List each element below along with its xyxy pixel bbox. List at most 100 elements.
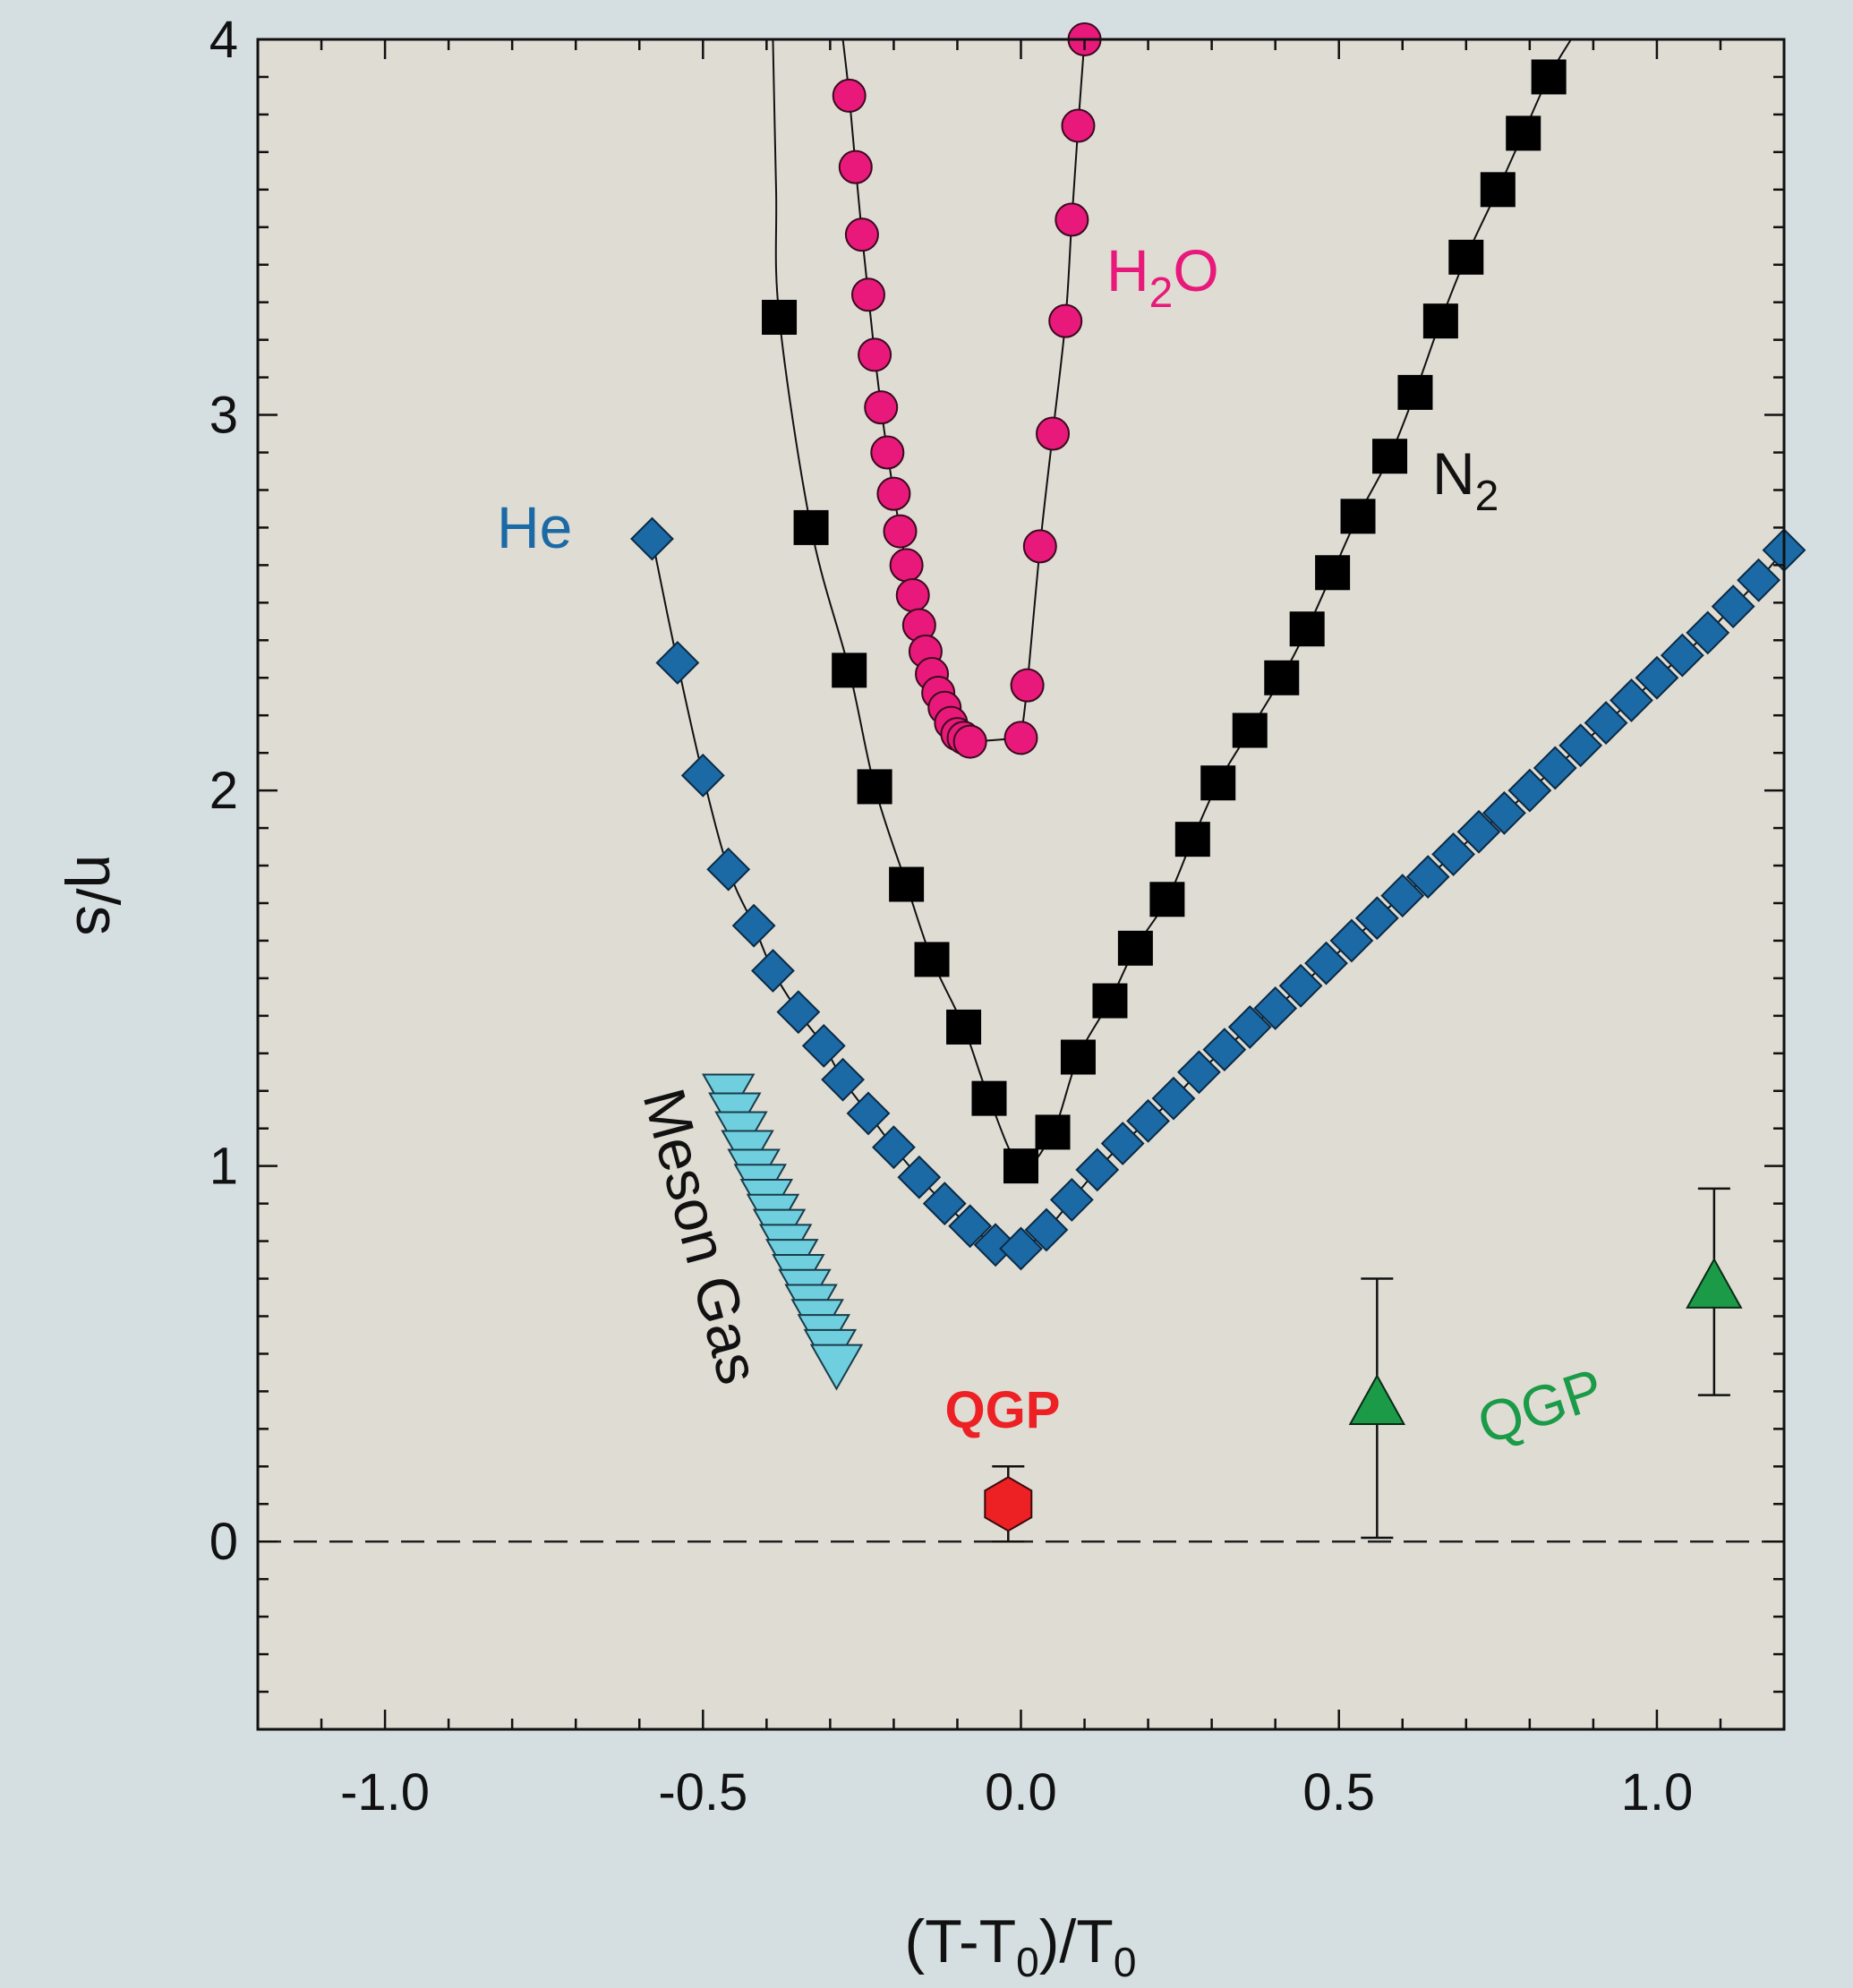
- n2-point: [1035, 1114, 1071, 1150]
- he-point: [1202, 1028, 1247, 1072]
- n2-point: [857, 769, 892, 805]
- h2o-point: [876, 476, 911, 511]
- label-h2o-sub: 2: [1149, 269, 1174, 317]
- he-point: [1380, 874, 1425, 918]
- h2o-point: [844, 218, 879, 252]
- h2o-point: [851, 277, 885, 312]
- n2-point: [1264, 660, 1300, 695]
- he-point: [1278, 963, 1323, 1008]
- he-point: [1151, 1076, 1196, 1121]
- n2-point: [1149, 882, 1185, 917]
- axis-tick-labels: -1.0 -0.5 0.0 0.5 1.0 0 1 2 3 4: [209, 11, 1694, 1822]
- n2-point: [1200, 765, 1236, 801]
- qgp-point-hexagon: [984, 1476, 1033, 1532]
- n2-point: [1372, 439, 1408, 474]
- he-point: [821, 1057, 865, 1102]
- h2o-point: [1010, 668, 1045, 703]
- y-tick-label: 2: [209, 762, 238, 820]
- he-point: [999, 1226, 1043, 1271]
- label-h2o-main: H: [1106, 237, 1149, 303]
- h2o-point: [1022, 529, 1057, 564]
- y-tick-label: 4: [209, 11, 238, 69]
- n2-point: [971, 1080, 1007, 1116]
- he-point: [1024, 1207, 1069, 1252]
- he-point: [1507, 768, 1552, 813]
- label-n2-main: N: [1432, 440, 1475, 507]
- he-point: [1126, 1098, 1170, 1143]
- h2o-point: [838, 149, 873, 184]
- label-h2o: H2O: [1106, 237, 1219, 317]
- h2o-point: [883, 514, 918, 549]
- n2-point: [832, 653, 867, 688]
- n2-point: [1315, 555, 1351, 591]
- x-tick-label: -1.0: [340, 1763, 430, 1822]
- x-axis-title-sub2: 0: [1114, 1939, 1137, 1984]
- n2-point: [793, 509, 829, 545]
- he-point: [1711, 584, 1755, 628]
- x-tick-label: -0.5: [658, 1763, 747, 1822]
- he-point: [1329, 918, 1374, 963]
- n2-point: [1117, 930, 1153, 966]
- he-point: [801, 1023, 846, 1068]
- y-axis-title: η/s: [64, 855, 132, 936]
- he-point: [1737, 558, 1780, 602]
- h2o-point: [858, 337, 892, 372]
- x-axis-title-main: (T-T: [905, 1907, 1017, 1975]
- he-point: [706, 847, 751, 892]
- x-axis-title-mid: )/T: [1039, 1907, 1114, 1975]
- he-point: [1482, 790, 1526, 835]
- n2-point: [1531, 59, 1567, 95]
- n2-point: [762, 299, 798, 335]
- h2o-point: [895, 577, 930, 612]
- qgp-point-triangle: [1348, 1373, 1406, 1425]
- n2-point: [1422, 303, 1458, 339]
- h2o-line-right: [1020, 38, 1086, 738]
- h2o-point: [870, 435, 905, 470]
- h2o-point: [1003, 721, 1038, 755]
- plot-area: [258, 39, 1784, 1729]
- h2o-point: [864, 390, 899, 425]
- n2-point: [1340, 499, 1376, 534]
- n2-point: [1448, 239, 1484, 275]
- he-point: [897, 1155, 942, 1199]
- he-point: [948, 1204, 993, 1249]
- n2-point: [1174, 822, 1210, 857]
- x-axis-title: (T-T0)/T0: [905, 1907, 1137, 1984]
- h2o-point: [832, 78, 867, 113]
- y-tick-label: 3: [209, 387, 238, 445]
- he-point: [1354, 896, 1399, 941]
- n2-point: [1232, 712, 1268, 748]
- x-tick-label: 1.0: [1621, 1763, 1694, 1822]
- n2-point: [914, 942, 950, 977]
- series-markers: [630, 22, 1806, 1543]
- he-point: [1304, 941, 1348, 985]
- he-point: [1610, 678, 1653, 722]
- meson-gas-point: [809, 1344, 864, 1391]
- he-point: [1431, 832, 1475, 876]
- x-tick-label: 0.5: [1302, 1763, 1375, 1822]
- h2o-point: [1055, 202, 1089, 237]
- n2-point: [1480, 172, 1516, 208]
- h2o-point: [1048, 303, 1083, 338]
- he-point: [1456, 809, 1501, 854]
- label-h2o-tail: O: [1173, 237, 1218, 303]
- he-point: [751, 949, 795, 993]
- he-point: [1177, 1050, 1221, 1095]
- he-point: [1049, 1178, 1094, 1222]
- label-n2: N2: [1432, 440, 1499, 520]
- he-point: [655, 641, 700, 685]
- n2-point: [1397, 374, 1433, 410]
- n2-point: [1060, 1039, 1096, 1075]
- he-point: [776, 990, 821, 1035]
- he-point: [1558, 723, 1603, 768]
- n2-point: [946, 1009, 982, 1045]
- n2-point: [889, 866, 925, 902]
- n2-point: [1289, 611, 1325, 647]
- h2o-point: [1061, 108, 1096, 143]
- he-point: [1227, 1005, 1272, 1049]
- he-point: [846, 1091, 891, 1136]
- n2-point: [1092, 983, 1128, 1019]
- label-qgp-red: QGP: [945, 1381, 1061, 1439]
- h2o-point: [889, 548, 924, 583]
